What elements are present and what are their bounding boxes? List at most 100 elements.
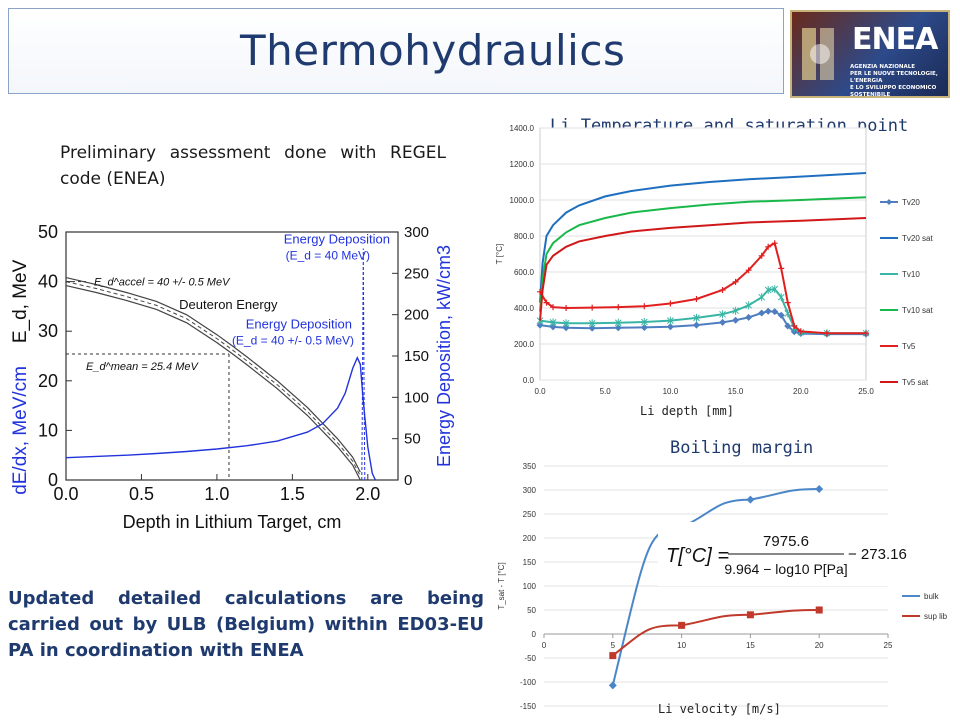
legend-label: sup lib bbox=[924, 612, 948, 621]
legend-label: Tv20 sat bbox=[902, 234, 933, 243]
x-tick-label: 1.5 bbox=[280, 484, 305, 504]
y-right-axis-label: Energy Deposition, kW/cm3 bbox=[434, 245, 454, 467]
series-line-bulk bbox=[611, 488, 820, 686]
annotation-mean: E_d^mean = 25.4 MeV bbox=[86, 361, 200, 373]
y-left-tick-label: 10 bbox=[38, 420, 58, 440]
annotation-accel: E_d^accel = 40 +/- 0.5 MeV bbox=[94, 277, 231, 289]
data-point bbox=[678, 621, 686, 629]
data-point bbox=[746, 495, 755, 504]
data-point bbox=[791, 323, 798, 329]
data-point bbox=[640, 323, 648, 331]
legend-marker bbox=[886, 199, 892, 205]
y-left-tick-label: 20 bbox=[38, 371, 58, 391]
data-point bbox=[693, 296, 700, 302]
data-point bbox=[615, 304, 622, 311]
data-point bbox=[562, 324, 570, 332]
x-tick-label: 0.5 bbox=[129, 484, 154, 504]
deuteron-energy-upper-line bbox=[65, 277, 361, 473]
data-point bbox=[641, 303, 648, 310]
logo-subtitle-line: E LO SVILUPPO ECONOMICO SOSTENIBILE bbox=[850, 85, 937, 98]
data-point bbox=[667, 316, 674, 325]
data-point bbox=[764, 286, 772, 294]
updated-calculations-text: Updated detailed calculations are being … bbox=[8, 588, 484, 661]
data-point bbox=[746, 611, 754, 619]
series-line-tv5-sat bbox=[539, 217, 867, 321]
y-tick-label: 250 bbox=[523, 510, 537, 519]
y-axis-label: T [°C] bbox=[495, 244, 504, 264]
x-tick-label: 10.0 bbox=[663, 387, 679, 396]
data-point bbox=[719, 310, 726, 319]
y-tick-label: 1000.0 bbox=[510, 196, 535, 205]
y-tick-label: 200 bbox=[523, 534, 537, 543]
series-line-tv10-sat bbox=[539, 196, 867, 312]
plot-frame bbox=[539, 127, 867, 381]
annotation-ed40-title: Energy Deposition bbox=[284, 232, 390, 247]
deuteron-energy-line bbox=[65, 281, 361, 477]
y-tick-label: 350 bbox=[523, 462, 537, 471]
y-left-tick-label: 40 bbox=[38, 272, 58, 292]
y-right-tick-label: 150 bbox=[404, 348, 429, 365]
y-left-tick-label: 50 bbox=[38, 222, 58, 242]
data-point bbox=[614, 324, 622, 332]
y-tick-label: 300 bbox=[523, 486, 537, 495]
data-point bbox=[609, 652, 617, 660]
deuteron-energy-lower-line bbox=[65, 285, 361, 481]
annotation-deuteron-energy: Deuteron Energy bbox=[179, 297, 278, 312]
y-axis-label: T_sat - T [°C] bbox=[497, 562, 506, 609]
x-tick-label: 0 bbox=[542, 641, 547, 650]
y-left-tick-label: 0 bbox=[48, 470, 58, 490]
annotation-ed40-sub: (E_d = 40 MeV) bbox=[286, 248, 370, 262]
y-tick-label: 50 bbox=[527, 606, 536, 615]
data-point bbox=[758, 293, 766, 302]
data-point bbox=[778, 265, 785, 272]
data-point bbox=[549, 323, 557, 331]
y-tick-label: 0 bbox=[532, 630, 537, 639]
data-point bbox=[614, 318, 622, 327]
x-tick-label: 10 bbox=[677, 641, 686, 650]
formula-lhs: T[°C] = bbox=[666, 545, 729, 567]
data-point bbox=[863, 330, 869, 337]
data-point bbox=[732, 278, 739, 285]
annotation-ed-band-title: Energy Deposition bbox=[246, 317, 352, 332]
data-point bbox=[562, 319, 570, 328]
data-point bbox=[732, 316, 740, 324]
y-tick-label: 1200.0 bbox=[510, 160, 535, 169]
y-right-tick-label: 100 bbox=[404, 389, 429, 406]
data-point bbox=[758, 252, 765, 259]
data-point bbox=[823, 330, 830, 337]
y-right-tick-label: 250 bbox=[404, 265, 429, 282]
legend-label: Tv10 bbox=[902, 270, 920, 279]
data-point bbox=[758, 309, 766, 317]
data-point bbox=[536, 321, 544, 329]
data-point bbox=[815, 485, 824, 494]
y-right-tick-label: 0 bbox=[404, 472, 412, 489]
series-line-tv20-sat bbox=[539, 172, 867, 303]
y-right-tick-label: 50 bbox=[404, 431, 421, 448]
y-right-tick-label: 200 bbox=[404, 307, 429, 324]
data-point bbox=[797, 328, 804, 335]
data-point bbox=[719, 318, 727, 326]
x-axis-label: Depth in Lithium Target, cm bbox=[123, 512, 342, 532]
x-tick-label: 20.0 bbox=[793, 387, 809, 396]
legend-label: Tv20 bbox=[902, 198, 920, 207]
logo-subtitle-line: AGENZIA NAZIONALE bbox=[850, 64, 916, 70]
y-tick-label: -150 bbox=[520, 702, 537, 711]
temperature-chart: 0.0 200.0 400.0 600.0 800.0 1000.0 1200.0 1400.… bbox=[495, 124, 933, 396]
preliminary-text: Preliminary assessment done with REGEL c… bbox=[60, 143, 446, 189]
y-right-tick-label: 300 bbox=[404, 224, 429, 241]
y-tick-label: 100 bbox=[523, 582, 537, 591]
boiling-x-label: Li velocity [m/s] bbox=[658, 702, 781, 716]
y-tick-label: -50 bbox=[524, 654, 536, 663]
data-point bbox=[784, 299, 791, 306]
title-frame bbox=[8, 8, 784, 94]
slide-title: Thermohydraulics bbox=[240, 26, 626, 75]
temperature-x-label: Li depth [mm] bbox=[640, 404, 734, 418]
x-tick-label: 0.0 bbox=[53, 484, 78, 504]
formula-numerator: 7975.6 bbox=[763, 533, 809, 550]
logo-wordmark: ENEA bbox=[852, 22, 938, 57]
data-point bbox=[667, 300, 674, 307]
data-point bbox=[608, 681, 617, 690]
y-tick-label: -100 bbox=[520, 678, 537, 687]
formula-tail: − 273.16 bbox=[848, 546, 907, 563]
data-point bbox=[563, 305, 570, 311]
